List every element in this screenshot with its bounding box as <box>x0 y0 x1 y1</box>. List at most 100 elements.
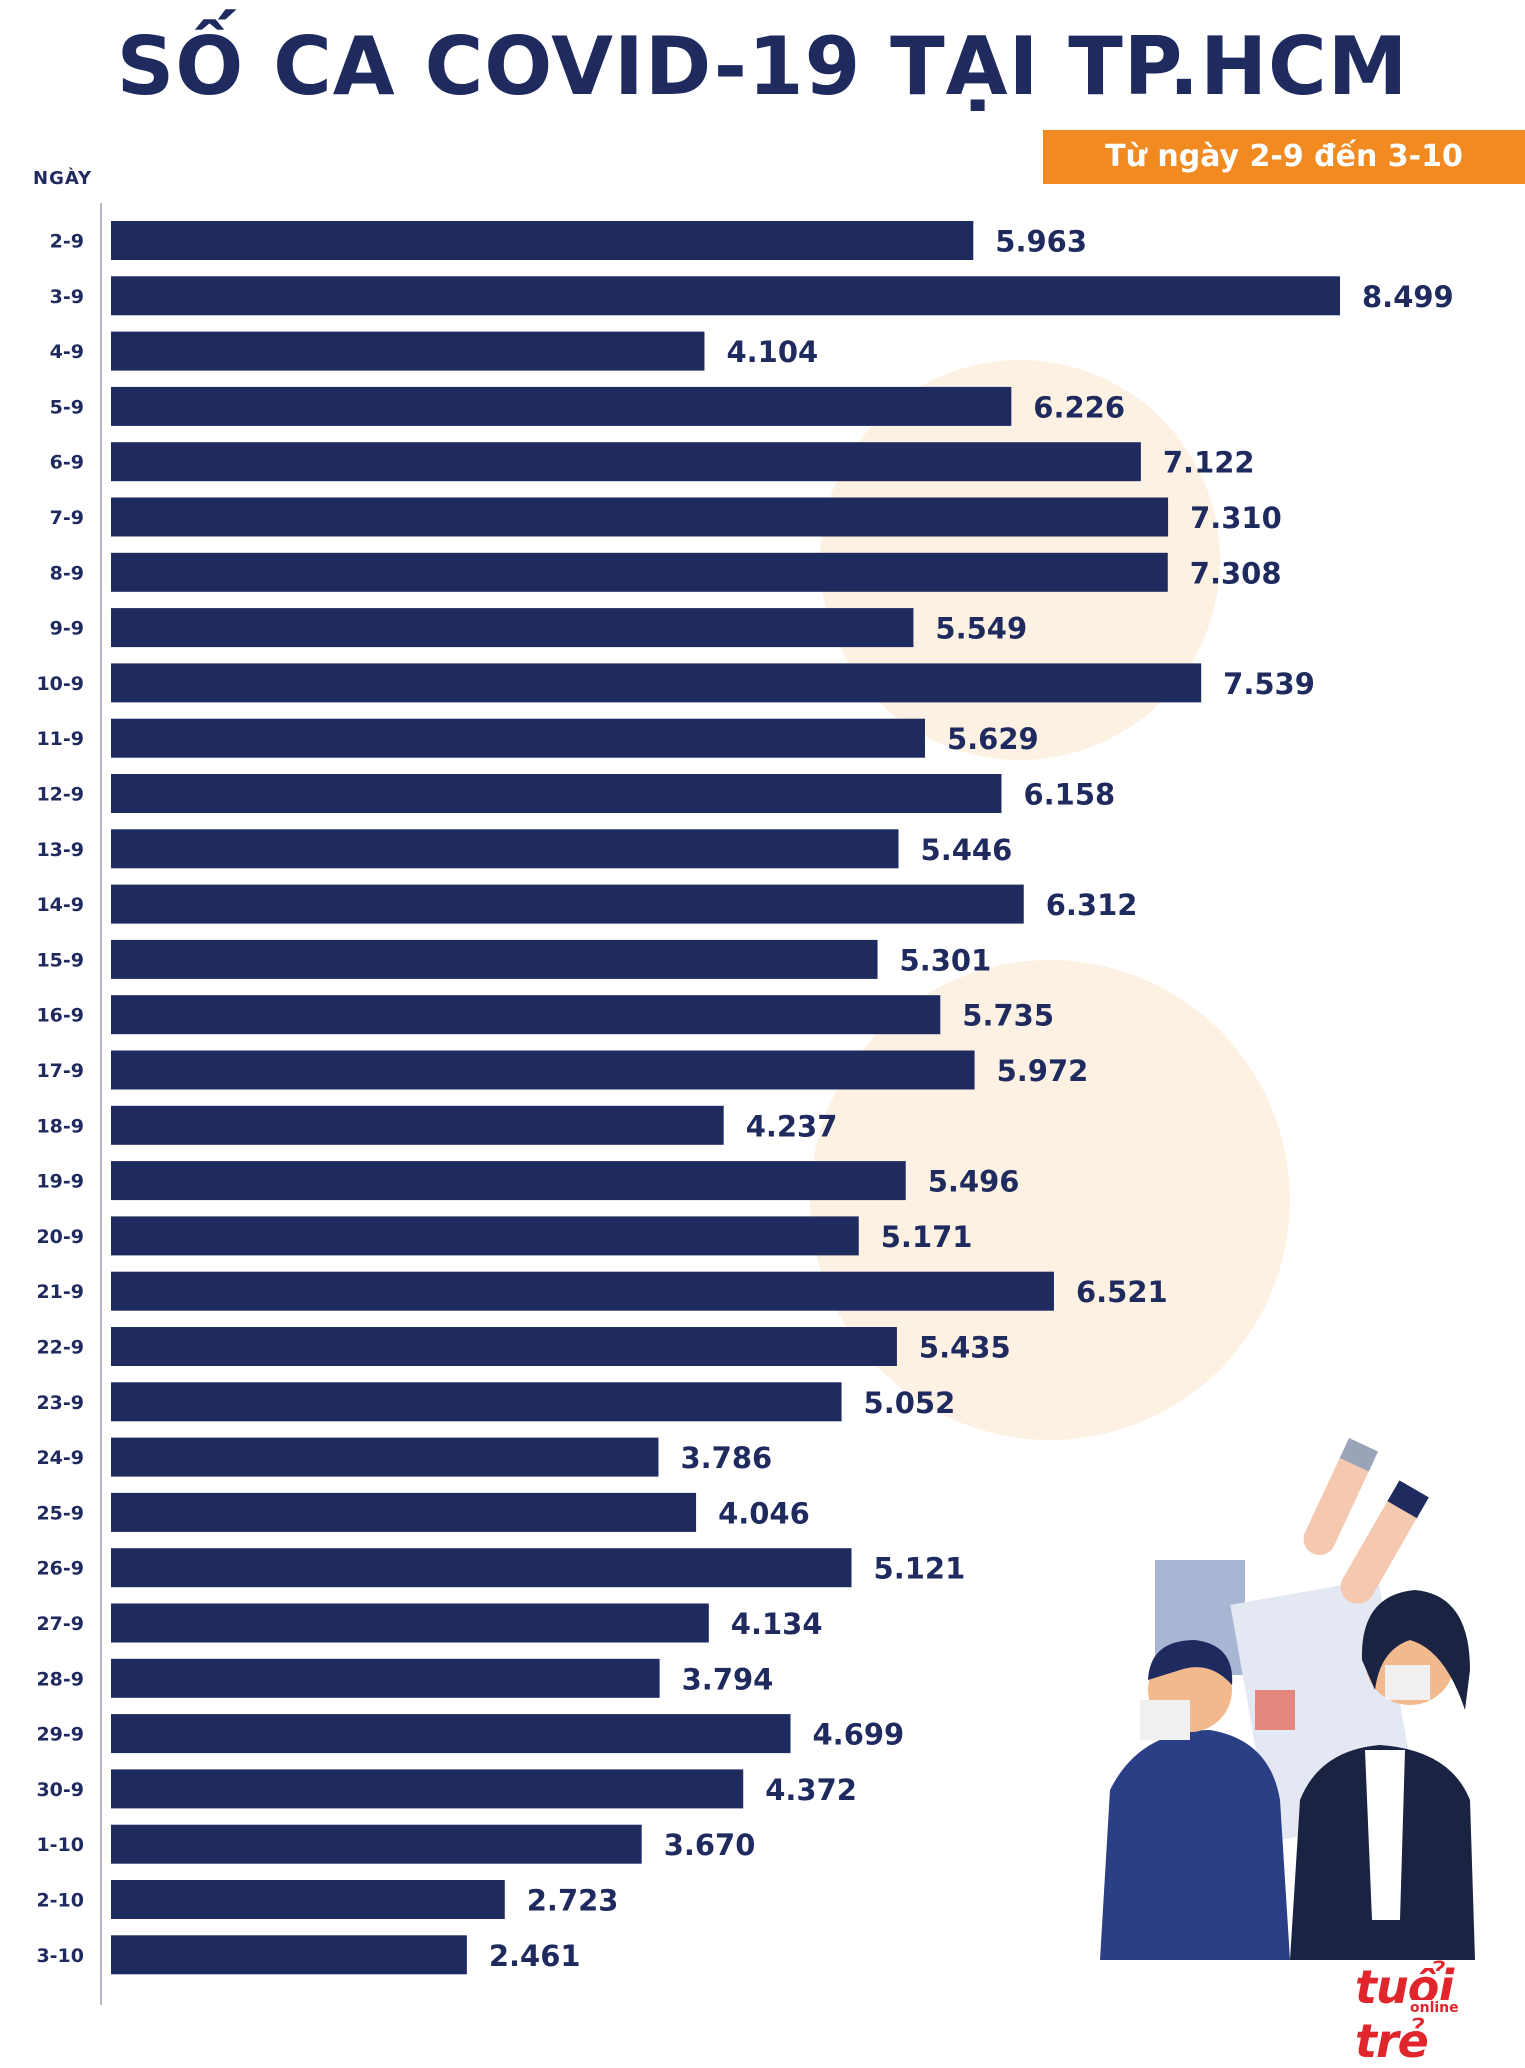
value-label: 5.301 <box>900 943 992 977</box>
value-label: 7.539 <box>1223 667 1315 701</box>
category-label: 2-10 <box>36 1890 84 1912</box>
value-label: 7.122 <box>1163 446 1255 480</box>
value-label: 2.723 <box>527 1884 619 1918</box>
category-label: 4-9 <box>50 341 84 363</box>
bar <box>111 497 1169 537</box>
category-label: 15-9 <box>36 949 84 971</box>
bar <box>111 1492 697 1532</box>
value-label: 6.158 <box>1023 778 1115 812</box>
category-label: 22-9 <box>36 1337 84 1359</box>
logo-main: tuổi trẻ <box>1355 1960 1454 2068</box>
value-label: 8.499 <box>1362 280 1454 314</box>
category-label: 8-9 <box>50 562 84 584</box>
value-label: 3.670 <box>664 1828 756 1862</box>
value-label: 2.461 <box>489 1939 581 1973</box>
value-label: 5.052 <box>864 1386 956 1420</box>
bar <box>111 1935 467 1975</box>
value-label: 5.171 <box>881 1220 973 1254</box>
testing-people-illustration <box>1100 1438 1475 1960</box>
bar <box>111 276 1340 316</box>
bar <box>111 1382 842 1422</box>
bar <box>111 1824 642 1864</box>
bar <box>111 1271 1054 1311</box>
category-label: 18-9 <box>36 1115 84 1137</box>
category-label: 26-9 <box>36 1558 84 1580</box>
category-label: 10-9 <box>36 673 84 695</box>
bar <box>111 1769 744 1809</box>
bar <box>111 221 974 260</box>
bar <box>111 829 899 869</box>
bar <box>111 608 914 648</box>
category-label: 6-9 <box>50 452 84 474</box>
value-label: 5.963 <box>995 225 1087 259</box>
category-label: 30-9 <box>36 1779 84 1801</box>
category-label: 16-9 <box>36 1005 84 1027</box>
value-label: 4.134 <box>731 1607 823 1641</box>
bar <box>111 718 925 758</box>
category-label: 7-9 <box>50 507 84 529</box>
category-label: 1-10 <box>36 1834 84 1856</box>
category-label: 25-9 <box>36 1502 84 1524</box>
category-label: 21-9 <box>36 1281 84 1303</box>
bar <box>111 1658 660 1698</box>
bar <box>111 552 1168 592</box>
bar <box>111 442 1141 482</box>
bar <box>111 1161 906 1201</box>
value-label: 5.121 <box>874 1552 966 1586</box>
value-label: 5.972 <box>997 1054 1089 1088</box>
category-label: 3-10 <box>36 1945 84 1967</box>
bar <box>111 1603 709 1643</box>
bar <box>111 1437 659 1477</box>
value-label: 5.446 <box>921 833 1013 867</box>
page-title: SỐ CA COVID-19 TẠI TP.HCM <box>116 20 1409 113</box>
tuoi-tre-logo: tuổi trẻ online <box>1355 1960 1525 2068</box>
category-label: 12-9 <box>36 784 84 806</box>
bar <box>111 1050 975 1090</box>
y-axis-label: NGÀY <box>33 168 93 189</box>
category-label: 19-9 <box>36 1171 84 1193</box>
bar <box>111 1714 791 1754</box>
category-label: 13-9 <box>36 839 84 861</box>
category-label: 3-9 <box>50 286 84 308</box>
category-label: 24-9 <box>36 1447 84 1469</box>
value-label: 7.308 <box>1190 556 1282 590</box>
value-label: 6.521 <box>1076 1275 1168 1309</box>
bar <box>111 1216 859 1256</box>
bar <box>111 1548 852 1588</box>
bar <box>111 1105 724 1145</box>
category-label: 14-9 <box>36 894 84 916</box>
bar <box>111 774 1002 813</box>
value-label: 3.786 <box>680 1441 772 1475</box>
bar <box>111 386 1012 426</box>
value-label: 4.104 <box>726 335 818 369</box>
value-label: 5.735 <box>962 999 1054 1033</box>
bar <box>111 1880 505 1919</box>
bar <box>111 884 1024 924</box>
bar <box>111 995 941 1035</box>
value-label: 3.794 <box>682 1662 774 1696</box>
value-label: 5.629 <box>947 722 1039 756</box>
value-label: 4.237 <box>746 1109 838 1143</box>
bar <box>111 331 705 371</box>
value-label: 5.435 <box>919 1331 1011 1365</box>
category-label: 28-9 <box>36 1668 84 1690</box>
category-label: 17-9 <box>36 1060 84 1082</box>
value-label: 5.549 <box>935 612 1027 646</box>
category-label: 29-9 <box>36 1724 84 1746</box>
value-label: 4.046 <box>718 1496 810 1530</box>
value-label: 4.699 <box>813 1718 905 1752</box>
logo-online: online <box>1407 2000 1462 2016</box>
value-label: 7.310 <box>1190 501 1282 535</box>
category-label: 5-9 <box>50 396 84 418</box>
value-label: 4.372 <box>765 1773 857 1807</box>
bar <box>111 1327 897 1366</box>
bar <box>111 663 1202 703</box>
category-label: 23-9 <box>36 1392 84 1414</box>
value-label: 6.312 <box>1046 888 1138 922</box>
category-label: 2-9 <box>50 231 84 253</box>
category-label: 27-9 <box>36 1613 84 1635</box>
background-illustration <box>810 360 1475 1960</box>
category-label: 11-9 <box>36 728 84 750</box>
value-label: 6.226 <box>1033 390 1125 424</box>
